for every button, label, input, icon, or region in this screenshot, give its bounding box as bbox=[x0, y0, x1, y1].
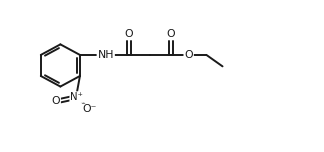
Text: O: O bbox=[167, 29, 175, 39]
Text: O⁻: O⁻ bbox=[83, 104, 97, 114]
Text: N⁺: N⁺ bbox=[70, 92, 83, 102]
Text: O: O bbox=[52, 96, 60, 106]
Text: O: O bbox=[184, 50, 193, 60]
Text: NH: NH bbox=[98, 50, 114, 60]
Text: O: O bbox=[125, 29, 133, 39]
